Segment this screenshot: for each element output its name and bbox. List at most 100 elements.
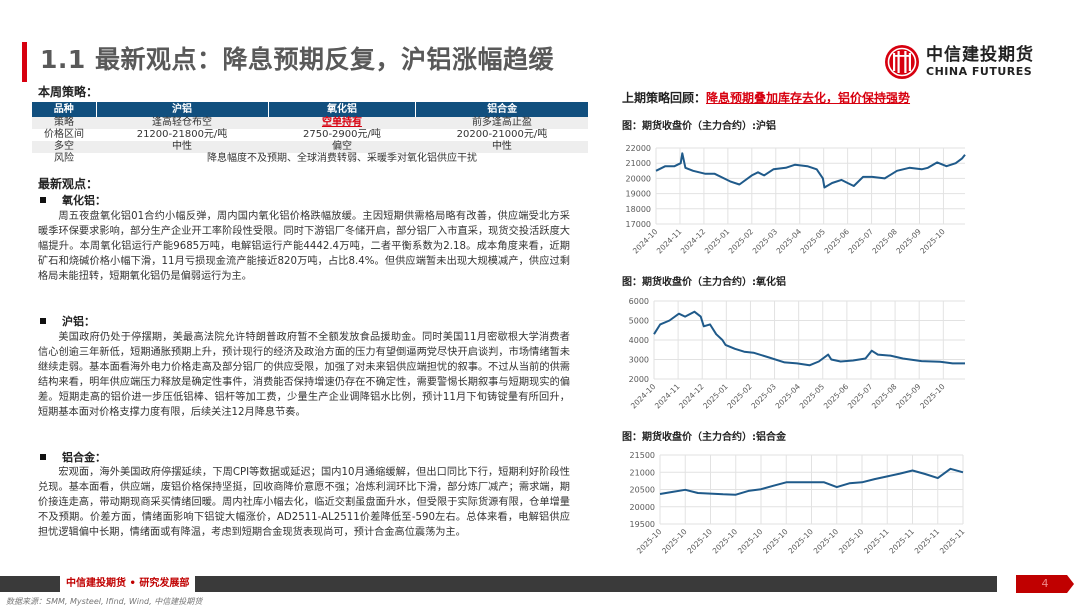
page-title: 1.1 最新观点：降息预期反复，沪铝涨幅趋缓 [40,45,554,74]
svg-text:2025-11: 2025-11 [938,527,967,556]
company-logo: 中信建投期货 CHINA FUTURES [884,44,1034,80]
row-label: 策略 [32,117,96,129]
table-cell: 20200-21000元/吨 [456,129,548,140]
table-cell: 21200-21800元/吨 [136,129,228,140]
svg-text:2025-10: 2025-10 [837,527,866,556]
section-title: 铝合金： [62,451,106,464]
chart-shanghai-aluminum: 1700018000190002000021000220002024-10202… [626,144,966,256]
table-cell: 前多逢高止盈 [415,117,588,129]
row-label: 风险 [54,153,74,164]
paragraph-aluminum-alloy: 宏观面，海外美国政府停摆延续，下周CPI等数据或延迟；国内10月通缩缓解，但出口… [38,467,570,539]
svg-text:2025-10: 2025-10 [812,527,841,556]
column-header: 铝合金 [415,102,588,117]
svg-text:2024-12: 2024-12 [677,382,706,411]
svg-text:2025-10: 2025-10 [786,527,815,556]
svg-text:2025-08: 2025-08 [870,227,899,256]
page-number: 4 [1016,575,1074,593]
chart-title-aluminum-alloy: 图：期货收盘价（主力合约）:铝合金 [622,432,786,443]
svg-text:2025-10: 2025-10 [761,527,790,556]
svg-text:2025-10: 2025-10 [685,527,714,556]
table-cell: 偏空 [268,141,416,153]
svg-text:2025-04: 2025-04 [774,382,803,411]
svg-text:19000: 19000 [626,190,651,199]
table-row: 策略 逢高轻仓布空 空单持有 前多逢高止盈 [32,117,588,129]
paragraph-shanghai-aluminum: 美国政府仍处于停摆期，美最高法院允许特朗普政府暂不全额发放食品援助金。同时美国1… [38,332,570,419]
chart-title-shanghai-aluminum: 图：期货收盘价（主力合约）:沪铝 [622,121,776,132]
footer-department-label: 中信建投期货 • 研究发展部 [60,576,196,592]
svg-text:2025-10: 2025-10 [918,382,947,411]
svg-text:2024-11: 2024-11 [653,382,682,411]
svg-text:2025-02: 2025-02 [725,382,754,411]
table-cell-risk: 降息幅度不及预期、全球消费转弱、采暖季对氧化铝供应干扰 [207,153,477,164]
svg-text:2025-01: 2025-01 [701,382,730,411]
svg-text:2025-11: 2025-11 [862,527,891,556]
svg-text:2025-04: 2025-04 [775,227,804,256]
svg-text:21000: 21000 [630,468,655,477]
chart-alumina: 2000 3000 4000 5000 6000 2024-102024-112024-1… [629,297,965,411]
column-header: 品种 [32,102,97,117]
previous-strategy-recap: 上期策略回顾：降息预期叠加库存去化，铝价保持强势 [622,89,910,106]
logo-chinese-name: 中信建投期货 [926,45,1034,65]
svg-text:21000: 21000 [626,159,651,168]
chart-aluminum-alloy: 19500200002050021000215002025-102025-102… [630,451,967,556]
svg-text:6000: 6000 [629,297,649,306]
section-heading-shanghai-aluminum: 沪铝： [40,313,95,329]
svg-text:2024-12: 2024-12 [679,227,708,256]
footer-bar [0,576,997,592]
svg-text:2025-07: 2025-07 [846,382,875,411]
svg-text:2025-10: 2025-10 [711,527,740,556]
svg-text:2025-01: 2025-01 [703,227,732,256]
svg-text:2025-11: 2025-11 [887,527,916,556]
section-heading-aluminum-alloy: 铝合金： [40,449,106,465]
column-header: 沪铝 [96,102,269,117]
svg-text:2025-05: 2025-05 [798,382,827,411]
svg-text:4000: 4000 [629,336,649,345]
svg-text:20000: 20000 [626,174,651,183]
svg-text:2025-06: 2025-06 [823,227,852,256]
svg-text:3000: 3000 [629,356,649,365]
svg-text:21500: 21500 [630,451,655,460]
svg-text:19500: 19500 [630,520,655,529]
svg-text:2025-10: 2025-10 [660,527,689,556]
bullet-square-icon [40,318,46,324]
svg-text:17000: 17000 [626,220,651,229]
section-title: 沪铝： [62,315,95,328]
bullet-square-icon [40,197,46,203]
svg-text:2025-10: 2025-10 [635,527,664,556]
table-cell: 中性 [96,141,269,153]
svg-text:18000: 18000 [626,205,651,214]
data-source-note: 数据来源：SMM, Mysteel, Ifind, Wind, 中信建投期货 [6,597,203,606]
table-cell: 逢高轻仓布空 [96,117,269,129]
table-row: 风险 降息幅度不及预期、全球消费转弱、采暖季对氧化铝供应干扰 [32,153,588,165]
svg-text:2025-07: 2025-07 [846,227,875,256]
citic-logo-icon [885,45,919,79]
chart-title-alumina: 图：期货收盘价（主力合约）:氧化铝 [622,277,786,288]
svg-text:2025-05: 2025-05 [799,227,828,256]
recap-label: 上期策略回顾： [622,91,707,105]
table-cell-highlight: 空单持有 [268,117,416,129]
svg-text:2025-10: 2025-10 [736,527,765,556]
strategy-heading: 本周策略： [38,85,99,99]
title-accent-bar [22,42,27,82]
table-cell: 中性 [415,141,588,153]
table-row: 多空 中性 偏空 中性 [32,141,588,153]
svg-text:2024-10: 2024-10 [629,382,658,411]
svg-text:20000: 20000 [630,503,655,512]
svg-text:2025-11: 2025-11 [913,527,942,556]
svg-text:2025-08: 2025-08 [870,382,899,411]
section-title: 氧化铝： [62,194,106,207]
svg-text:2024-11: 2024-11 [655,227,684,256]
svg-text:2024-10: 2024-10 [631,227,660,256]
svg-text:2000: 2000 [629,375,649,384]
table-row: 价格区间 21200-21800元/吨 2750-2900元/吨 20200-2… [32,129,588,141]
views-heading: 最新观点： [38,177,99,191]
svg-text:20500: 20500 [630,486,655,495]
svg-text:2025-03: 2025-03 [751,227,780,256]
svg-text:2025-03: 2025-03 [749,382,778,411]
section-heading-alumina: 氧化铝： [40,192,106,208]
svg-text:22000: 22000 [626,144,651,153]
svg-text:2025-10: 2025-10 [918,227,947,256]
row-label: 多空 [32,141,96,153]
bullet-square-icon [40,454,46,460]
svg-text:5000: 5000 [629,317,649,326]
